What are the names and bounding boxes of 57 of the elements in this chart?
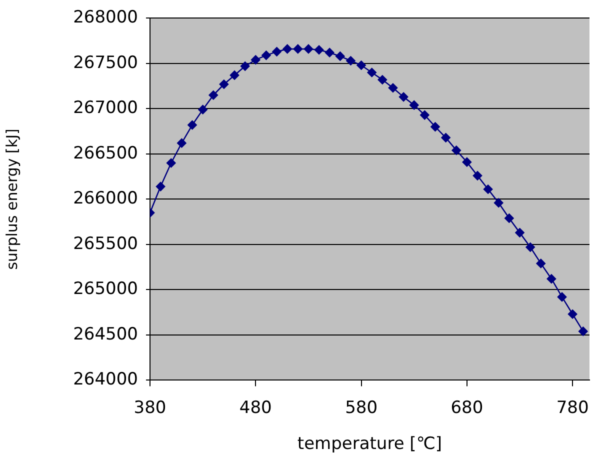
x-tick-label: 580 — [345, 398, 378, 418]
point — [494, 198, 504, 208]
y-tick-label: 266000 — [73, 188, 138, 209]
point — [324, 48, 334, 58]
point — [367, 68, 376, 78]
point — [398, 92, 408, 102]
point — [219, 80, 229, 89]
point — [378, 75, 388, 84]
point — [230, 70, 240, 80]
point — [293, 44, 303, 54]
y-tick-label: 266500 — [73, 143, 138, 164]
point — [156, 182, 166, 192]
point — [272, 47, 282, 56]
y-tick-label: 268000 — [73, 8, 138, 28]
point — [250, 55, 260, 64]
point — [409, 100, 419, 110]
point — [314, 45, 324, 55]
y-axis-title: surplus energy [kJ] — [2, 128, 21, 270]
y-tick-label: 267500 — [73, 52, 138, 73]
point — [504, 214, 514, 223]
point — [262, 50, 271, 60]
point — [177, 138, 186, 148]
point — [536, 258, 546, 268]
point — [430, 122, 440, 132]
point — [304, 44, 314, 54]
point — [188, 120, 197, 130]
y-tick-label: 265500 — [73, 234, 138, 254]
point — [568, 309, 578, 319]
point — [452, 146, 462, 155]
point — [526, 242, 535, 252]
point — [240, 62, 250, 71]
x-tick-label: 480 — [239, 398, 272, 418]
point — [557, 292, 567, 302]
x-axis-title: temperature [℃] — [297, 434, 442, 454]
point — [198, 104, 208, 114]
y-tick-label: 265000 — [73, 279, 138, 300]
point — [578, 326, 588, 336]
point — [346, 56, 356, 66]
x-tick-label: 380 — [134, 398, 166, 418]
point — [356, 60, 366, 70]
point — [546, 274, 556, 284]
y-tick-label: 264500 — [73, 324, 138, 344]
point — [166, 158, 176, 168]
point — [282, 44, 292, 54]
y-tick-label: 264000 — [73, 370, 138, 390]
point — [462, 157, 472, 167]
x-tick-label: 780 — [556, 398, 589, 418]
point — [441, 133, 450, 142]
y-tick-label: 267000 — [73, 98, 138, 118]
point — [483, 184, 493, 194]
point — [336, 52, 345, 61]
point — [388, 83, 398, 93]
point — [420, 110, 430, 120]
point — [208, 90, 218, 100]
point — [472, 171, 482, 180]
point — [515, 228, 524, 238]
x-tick-label: 680 — [450, 398, 484, 418]
